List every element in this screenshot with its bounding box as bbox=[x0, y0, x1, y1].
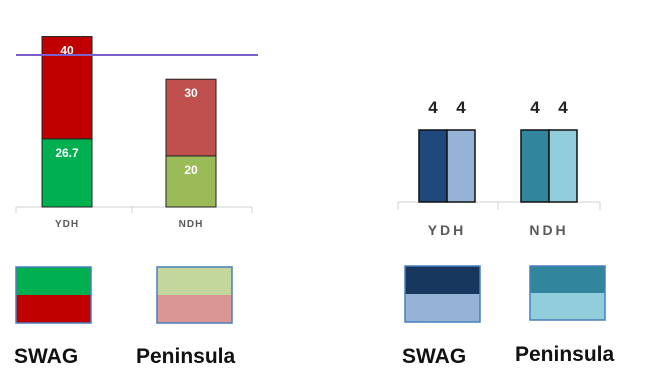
legend-label-peninsula-left: Peninsula bbox=[136, 345, 236, 368]
legend-swatch-top-3 bbox=[530, 266, 605, 293]
bar-right-ndh-s1 bbox=[548, 129, 578, 203]
data-label-right-ydh-s1: 4 bbox=[456, 98, 466, 117]
data-label-left-ndh-seg0: 20 bbox=[184, 163, 198, 177]
legend-swatch-top-2 bbox=[405, 266, 480, 294]
bar-left-ydh-seg0 bbox=[41, 138, 93, 208]
legend-label-swag-right: SWAG bbox=[402, 345, 467, 368]
bar-left-ydh-seg1 bbox=[41, 36, 93, 140]
legend-swatch-bottom-3 bbox=[530, 293, 605, 320]
category-label-right-ndh: NDH bbox=[529, 222, 568, 238]
bar-right-ndh-s0 bbox=[520, 129, 550, 203]
legend-swatch-bottom-0 bbox=[16, 295, 91, 323]
legend-label-peninsula-right: Peninsula bbox=[515, 343, 615, 366]
category-label-right-ydh: YDH bbox=[428, 222, 467, 238]
bar-left-ndh-seg0 bbox=[165, 155, 217, 208]
legend-swatch-border-0 bbox=[15, 266, 92, 324]
bar-right-ydh-s0 bbox=[418, 129, 448, 203]
data-label-right-ndh-s1: 4 bbox=[558, 98, 568, 117]
bar-left-ndh-seg1 bbox=[165, 78, 217, 157]
bar-right-ydh-s1 bbox=[446, 129, 476, 203]
category-label-left-ndh: NDH bbox=[179, 219, 204, 230]
category-label-left-ydh: YDH bbox=[55, 219, 79, 230]
legend-swatch-border-3 bbox=[529, 265, 606, 321]
legend-label-swag-left: SWAG bbox=[14, 345, 79, 368]
data-label-left-ndh-seg1: 30 bbox=[184, 86, 198, 100]
data-label-right-ydh-s0: 4 bbox=[428, 98, 438, 117]
data-label-right-ndh-s0: 4 bbox=[530, 98, 540, 117]
legend-swatch-bottom-1 bbox=[157, 295, 232, 323]
legend-swatch-bottom-2 bbox=[405, 294, 480, 322]
legend-swatch-border-1 bbox=[156, 266, 233, 324]
data-label-left-ydh-seg0: 26.7 bbox=[55, 146, 79, 160]
legend-swatch-top-1 bbox=[157, 267, 232, 295]
legend-swatch-border-2 bbox=[404, 265, 481, 323]
legend-swatch-top-0 bbox=[16, 267, 91, 295]
